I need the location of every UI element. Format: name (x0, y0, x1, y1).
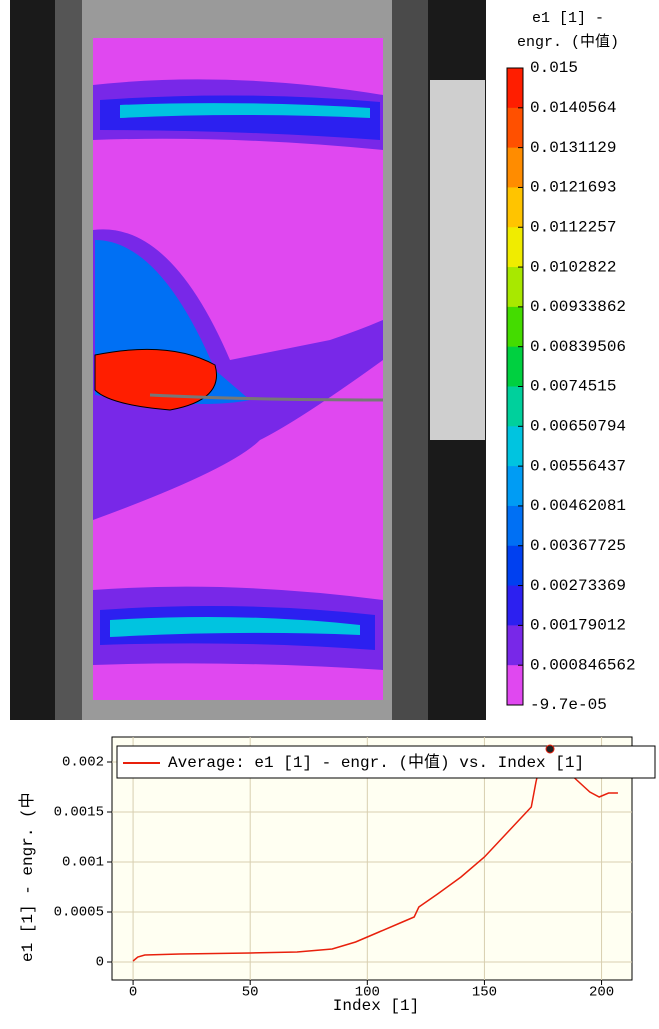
colorbar-band (507, 505, 523, 547)
colorbar-band (507, 545, 523, 587)
colorbar-tick-label: 0.00462081 (530, 497, 626, 515)
colorbar-tick-label: -9.7e-05 (530, 696, 607, 714)
colorbar-band (507, 306, 523, 348)
colorbar-tick-label: 0.00556437 (530, 457, 626, 475)
colorbar-tick-label: 0.0074515 (530, 378, 616, 396)
colorbar-tick-label: 0.015 (530, 59, 578, 77)
colorbar-band (507, 466, 523, 507)
colorbar-band (507, 665, 523, 706)
colorbar-tick-label: 0.00650794 (530, 418, 626, 436)
colorbar-band (507, 187, 523, 228)
colorbar-tick-label: 0.0102822 (530, 258, 616, 276)
x-axis-label: Index [1] (333, 997, 419, 1015)
colorbar-band (507, 267, 523, 308)
colorbar-band (507, 625, 523, 666)
x-tick-label: 200 (589, 985, 614, 1001)
colorbar-band (507, 585, 523, 626)
y-axis-label: e1 [1] - engr. (中 (18, 792, 37, 962)
current-point (545, 744, 555, 754)
colorbar-tick-label: 0.0131129 (530, 139, 616, 157)
colorbar-title: engr. (中值) (517, 33, 619, 51)
colorbar-tick-label: 0.00179012 (530, 617, 626, 635)
legend-label: Average: e1 [1] - engr. (中值) vs. Index [… (168, 753, 584, 772)
colorbar-tick-label: 0.0112257 (530, 218, 616, 236)
legend (116, 745, 656, 779)
colorbar-tick-label: 0.00839506 (530, 338, 626, 356)
colorbar-band (507, 386, 523, 427)
y-tick-label: 0.0005 (54, 905, 104, 921)
y-tick-label: 0.001 (62, 855, 104, 871)
colorbar-band (507, 426, 523, 467)
colorbar-tick-label: 0.00273369 (530, 577, 626, 595)
colorbar-band (507, 107, 523, 149)
y-tick-label: 0.002 (62, 755, 104, 771)
y-tick-label: 0 (96, 955, 104, 971)
x-tick-label: 100 (355, 985, 380, 1001)
colorbar-tick-label: 0.00367725 (530, 537, 626, 555)
x-tick-label: 0 (129, 985, 137, 1001)
colorbar-band (507, 68, 523, 109)
colorbar: 0.015 0.0140564 0.0131129 0.0121693 0.011225… (506, 59, 636, 714)
specimen-image (10, 0, 486, 720)
colorbar-band (507, 147, 523, 188)
colorbar-band (507, 346, 523, 387)
colorbar-tick-label: 0.0121693 (530, 179, 616, 197)
colorbar-title: e1 [1] - (532, 10, 604, 27)
x-tick-label: 150 (472, 985, 497, 1001)
y-tick-label: 0.0015 (54, 805, 104, 821)
colorbar-tick-label: 0.000846562 (530, 656, 636, 674)
colorbar-band (507, 227, 523, 268)
colorbar-tick-label: 0.0140564 (530, 99, 616, 117)
colorbar-tick-label: 0.00933862 (530, 298, 626, 316)
x-tick-label: 50 (242, 985, 259, 1001)
